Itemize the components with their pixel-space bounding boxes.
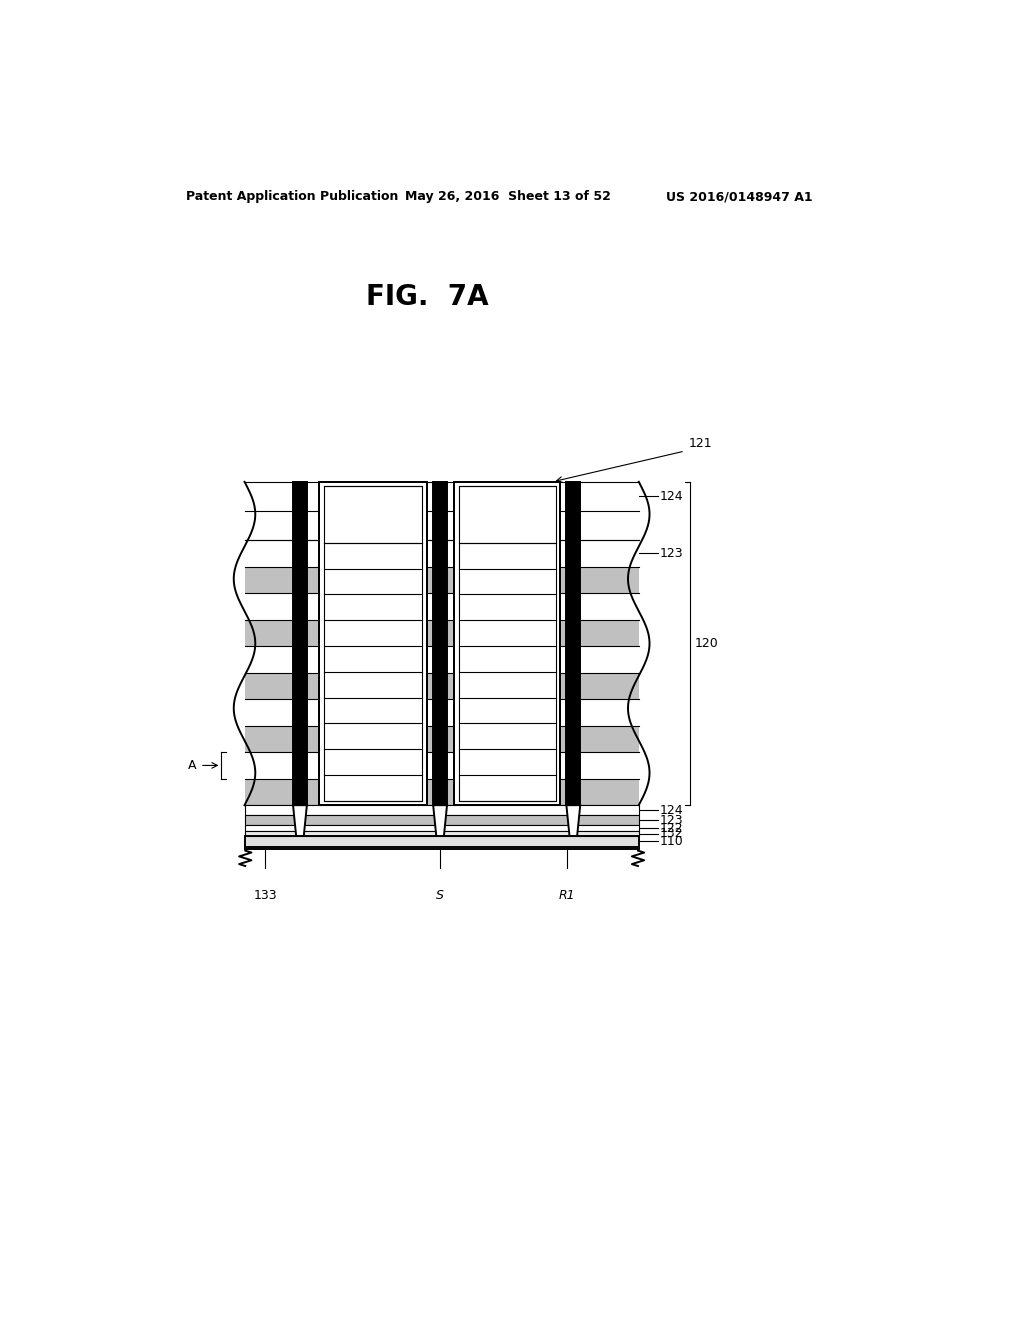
- Bar: [459, 543, 556, 569]
- Bar: [245, 540, 639, 566]
- Bar: [245, 816, 639, 825]
- Bar: [459, 748, 556, 775]
- Bar: [245, 779, 639, 805]
- Bar: [245, 825, 639, 832]
- Text: 123: 123: [659, 546, 683, 560]
- Bar: [566, 482, 581, 805]
- Bar: [245, 832, 639, 836]
- Bar: [245, 593, 639, 619]
- Bar: [454, 482, 560, 805]
- Bar: [245, 673, 639, 700]
- Text: 124: 124: [659, 804, 683, 817]
- Text: May 26, 2016  Sheet 13 of 52: May 26, 2016 Sheet 13 of 52: [404, 190, 610, 203]
- Text: 124: 124: [659, 490, 683, 503]
- Bar: [324, 487, 422, 800]
- Text: US 2016/0148947 A1: US 2016/0148947 A1: [666, 190, 812, 203]
- Bar: [245, 726, 639, 752]
- Bar: [454, 482, 560, 805]
- Bar: [293, 482, 307, 805]
- Bar: [459, 569, 556, 594]
- Bar: [245, 700, 639, 726]
- Bar: [324, 543, 422, 569]
- Bar: [459, 487, 556, 800]
- Bar: [459, 487, 556, 543]
- Bar: [324, 748, 422, 775]
- Bar: [324, 594, 422, 620]
- Bar: [459, 775, 556, 800]
- Text: 123: 123: [659, 813, 683, 826]
- Bar: [324, 569, 422, 594]
- Bar: [245, 566, 639, 593]
- Polygon shape: [566, 805, 581, 836]
- Polygon shape: [433, 805, 447, 836]
- Bar: [245, 836, 639, 847]
- Bar: [459, 697, 556, 723]
- Bar: [324, 775, 422, 800]
- Bar: [245, 619, 639, 645]
- Bar: [459, 645, 556, 672]
- Bar: [324, 672, 422, 697]
- Text: Patent Application Publication: Patent Application Publication: [186, 190, 398, 203]
- Text: 110: 110: [659, 834, 683, 847]
- Bar: [459, 594, 556, 620]
- Bar: [324, 620, 422, 645]
- Text: 133: 133: [254, 890, 278, 902]
- Bar: [245, 805, 639, 816]
- Bar: [245, 482, 639, 540]
- Bar: [459, 723, 556, 748]
- Bar: [324, 487, 422, 543]
- Text: A: A: [188, 759, 197, 772]
- Text: 122: 122: [659, 822, 683, 834]
- Polygon shape: [293, 805, 307, 836]
- Bar: [324, 697, 422, 723]
- Text: 132: 132: [659, 828, 683, 841]
- Bar: [459, 620, 556, 645]
- Bar: [245, 752, 639, 779]
- Bar: [245, 482, 639, 805]
- Bar: [245, 645, 639, 673]
- Bar: [319, 482, 427, 805]
- Bar: [459, 672, 556, 697]
- Text: 121: 121: [689, 437, 713, 450]
- Bar: [433, 482, 447, 805]
- Text: FIG.  7A: FIG. 7A: [366, 282, 488, 312]
- Bar: [324, 723, 422, 748]
- Bar: [324, 645, 422, 672]
- Text: R1: R1: [558, 890, 575, 902]
- Text: 120: 120: [694, 638, 718, 649]
- Text: S: S: [436, 890, 444, 902]
- Bar: [319, 482, 427, 805]
